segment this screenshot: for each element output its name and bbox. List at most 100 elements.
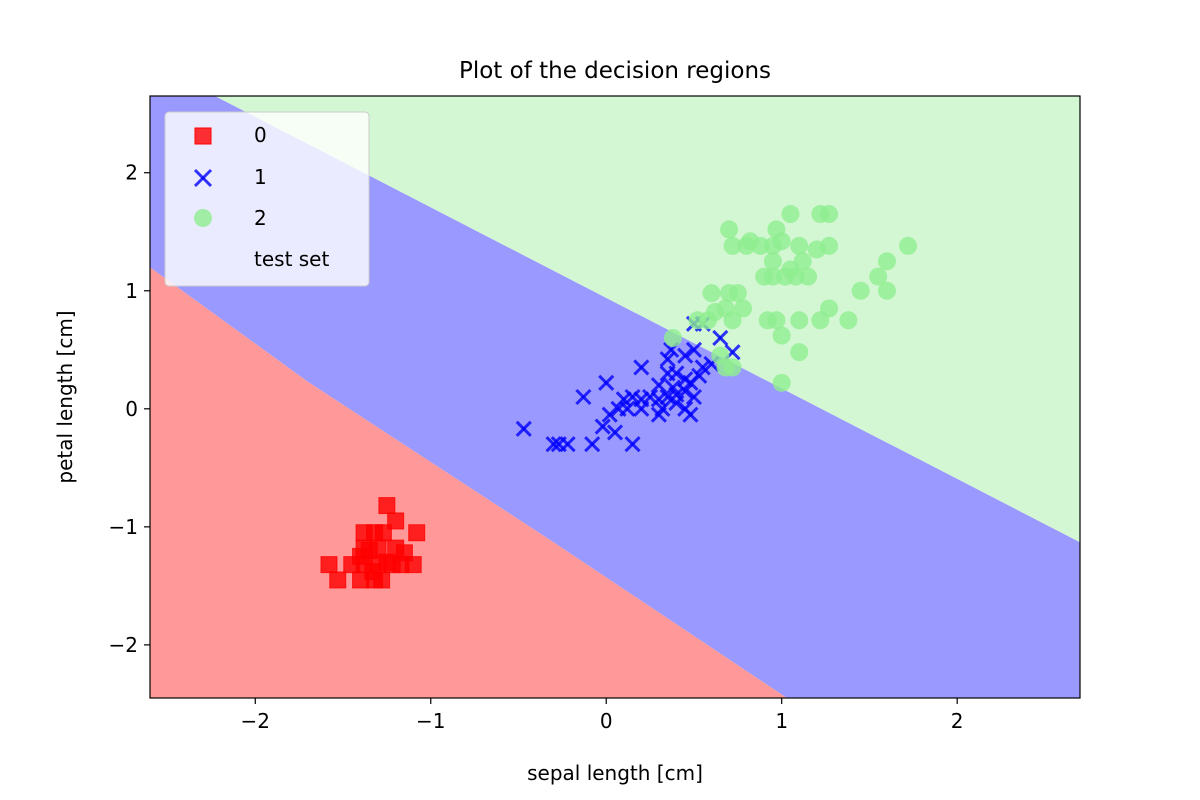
decision-regions	[150, 96, 1080, 698]
y-tick-label: −2	[109, 633, 138, 657]
point-stroke	[712, 329, 729, 347]
point-class-2	[763, 236, 782, 255]
point-class-1	[685, 341, 703, 358]
point-class-1	[633, 400, 650, 417]
x-axis-label: sepal length [cm]	[527, 761, 703, 785]
point-stroke	[594, 418, 611, 435]
point-class-2	[877, 281, 896, 300]
point-class-1	[659, 351, 676, 368]
point-class-2	[723, 358, 742, 377]
point-stroke	[575, 388, 592, 406]
point-class-2	[702, 284, 721, 303]
legend-marker-square	[194, 127, 212, 145]
point-stroke	[677, 383, 694, 400]
region-class-1	[150, 96, 1080, 698]
point-stroke	[619, 400, 636, 417]
x-tick-label: −2	[241, 709, 270, 733]
y-tick-label: 0	[125, 397, 138, 421]
point-class-1	[624, 436, 641, 453]
point-class-2	[869, 267, 888, 286]
point-stroke	[545, 436, 562, 453]
point-class-2	[839, 311, 858, 330]
y-axis-label: petal length [cm]	[53, 310, 77, 483]
legend-box	[164, 111, 370, 287]
point-class-2	[767, 311, 786, 330]
point-class-2	[737, 236, 756, 255]
point-stroke	[633, 400, 650, 417]
point-class-1	[650, 377, 667, 394]
point-class-2	[807, 240, 826, 259]
point-class-1	[575, 388, 592, 406]
point-class-2	[790, 343, 809, 362]
point-class-1	[668, 365, 685, 382]
point-class-1	[584, 436, 601, 453]
point-class-1	[677, 383, 694, 400]
point-class-1	[682, 406, 699, 423]
point-stroke	[624, 388, 641, 406]
point-class-1	[668, 394, 685, 411]
point-class-2	[728, 284, 747, 303]
point-class-0	[378, 553, 396, 571]
point-class-1	[664, 379, 681, 396]
point-stroke	[685, 341, 703, 358]
point-class-0	[408, 524, 426, 542]
point-class-2	[790, 236, 809, 255]
point-class-1	[685, 388, 703, 406]
x-tick-label: 1	[775, 709, 788, 733]
data-points	[320, 205, 918, 589]
legend-marker-x	[193, 168, 213, 188]
x-tick-label: 2	[951, 709, 964, 733]
point-stroke	[515, 420, 532, 437]
point-stroke	[633, 359, 650, 376]
point-stroke	[682, 374, 699, 391]
point-class-1	[694, 359, 711, 376]
point-stroke	[677, 347, 694, 364]
chart-title: Plot of the decision regions	[459, 58, 771, 84]
point-class-1	[545, 436, 562, 453]
point-class-2	[790, 311, 809, 330]
x-tick-label: −1	[416, 709, 445, 733]
point-class-1	[650, 406, 667, 423]
point-class-2	[772, 373, 791, 392]
point-class-1	[712, 329, 729, 347]
point-stroke	[650, 406, 667, 423]
point-class-2	[851, 281, 870, 300]
point-class-1	[619, 400, 636, 417]
point-stroke	[598, 374, 615, 391]
point-class-2	[688, 311, 707, 330]
point-class-2	[763, 252, 782, 271]
point-class-1	[633, 359, 650, 376]
legend-label-test-set: test set	[254, 247, 329, 271]
point-class-1	[594, 418, 611, 435]
point-stroke	[694, 359, 711, 376]
point-class-1	[559, 436, 576, 453]
legend-marker-circle	[194, 209, 212, 227]
y-tick-label: 1	[125, 279, 138, 303]
point-class-1	[682, 374, 699, 391]
point-class-1	[677, 347, 694, 364]
plot-frame	[149, 95, 1081, 699]
point-class-2	[781, 205, 800, 224]
point-class-2	[877, 252, 896, 271]
point-stroke	[682, 406, 699, 423]
axes: −2 −1 0 1 2 −2 −1 0 1 2	[109, 161, 964, 733]
point-class-2	[734, 299, 753, 318]
point-class-0	[378, 497, 396, 515]
point-stroke	[559, 436, 576, 453]
x-tick-label: 0	[600, 709, 613, 733]
point-stroke	[685, 388, 703, 406]
point-class-2	[799, 267, 818, 286]
point-class-0	[395, 544, 413, 562]
point-class-0	[387, 512, 405, 530]
legend-label-0: 0	[254, 123, 267, 147]
point-class-1	[598, 374, 615, 391]
y-tick-label: −1	[109, 515, 138, 539]
y-tick-label: 2	[125, 161, 138, 185]
point-stroke	[642, 388, 659, 406]
point-class-2	[720, 220, 739, 239]
point-class-2	[772, 326, 791, 345]
legend-label-2: 2	[254, 206, 267, 230]
point-stroke	[664, 379, 681, 396]
